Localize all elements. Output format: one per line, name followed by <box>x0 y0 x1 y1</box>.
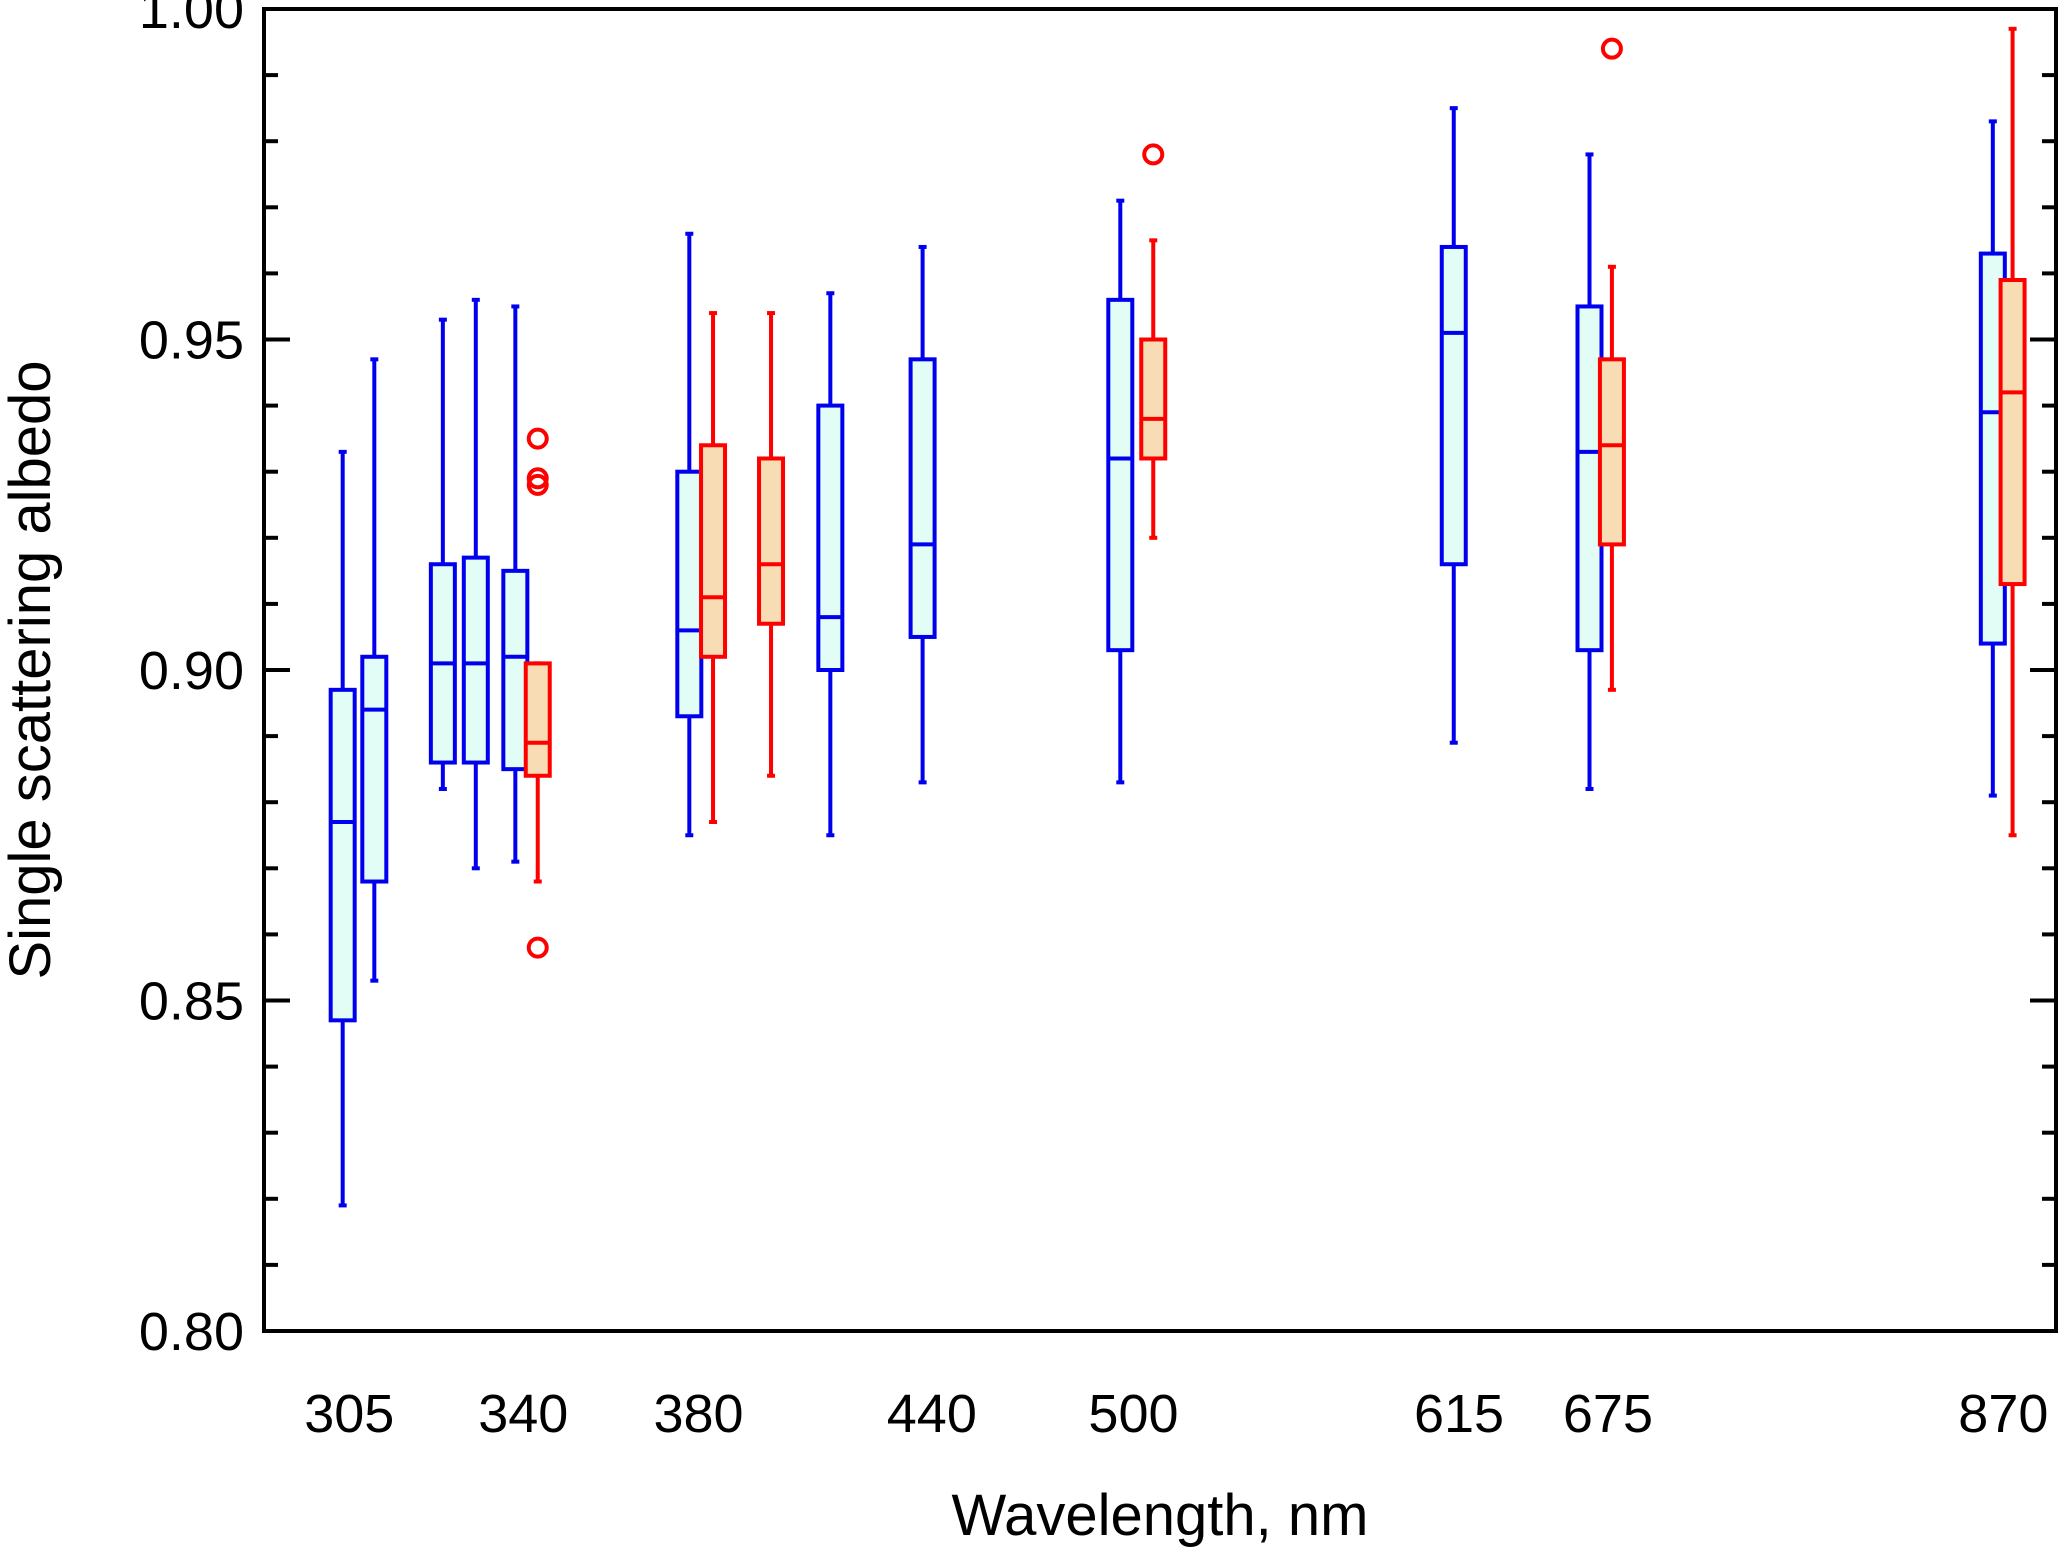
x-tick-label: 305 <box>304 1384 394 1444</box>
box <box>1575 304 1604 653</box>
y-tick-label: 0.95 <box>139 311 244 371</box>
box <box>501 568 530 772</box>
box <box>675 469 704 719</box>
x-tick-label: 675 <box>1563 1384 1653 1444</box>
box <box>699 443 728 659</box>
y-tick-label: 0.85 <box>139 972 244 1032</box>
box <box>360 654 389 884</box>
box <box>1998 278 2027 587</box>
box <box>816 403 845 672</box>
outlier <box>526 427 549 450</box>
x-tick-label: 340 <box>478 1384 568 1444</box>
outlier <box>1600 37 1623 60</box>
x-tick-label: 380 <box>653 1384 743 1444</box>
x-axis-title: Wavelength, nm <box>952 1483 1369 1548</box>
box <box>1139 337 1168 461</box>
box <box>328 687 357 1023</box>
box <box>1439 244 1468 567</box>
x-tick-label: 870 <box>1958 1384 2048 1444</box>
x-tick-label: 615 <box>1414 1384 1504 1444</box>
y-tick-label: 1.00 <box>139 0 244 40</box>
box <box>757 456 786 626</box>
y-tick-label: 0.80 <box>139 1302 244 1362</box>
box <box>461 555 490 765</box>
outlier <box>526 467 549 490</box>
x-tick-label: 440 <box>887 1384 977 1444</box>
box <box>1106 297 1135 653</box>
outlier <box>526 473 549 496</box>
box <box>523 661 552 778</box>
y-tick-label: 0.90 <box>139 641 244 701</box>
outlier <box>1142 143 1165 166</box>
box <box>1597 357 1626 547</box>
y-axis-title: Single scattering albedo <box>0 360 63 979</box>
x-tick-label: 500 <box>1088 1384 1178 1444</box>
box <box>908 357 937 639</box>
outlier <box>526 936 549 959</box>
